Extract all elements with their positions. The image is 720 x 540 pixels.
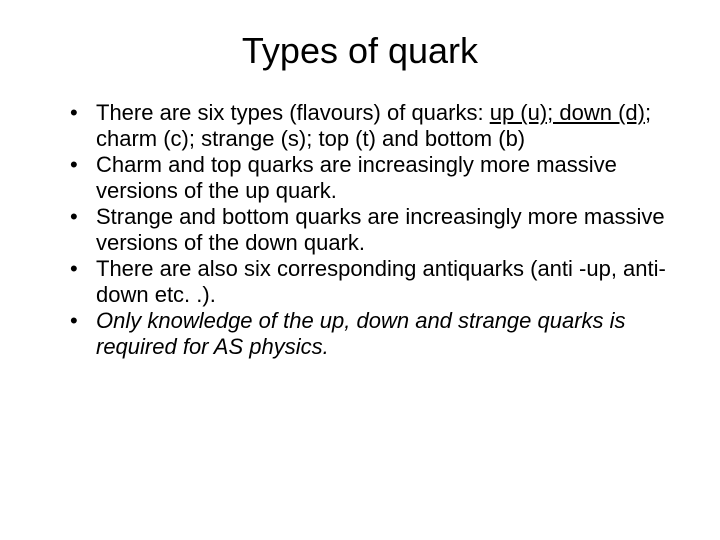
bullet-item: Strange and bottom quarks are increasing… [68,204,672,256]
bullet-text-segment: There are six types (flavours) of quarks… [96,100,490,125]
bullet-list: There are six types (flavours) of quarks… [68,100,672,360]
bullet-text-segment: Charm and top quarks are increasingly mo… [96,152,617,203]
bullet-item: There are also six corresponding antiqua… [68,256,672,308]
bullet-text-segment: There are also six corresponding antiqua… [96,256,666,307]
bullet-text-segment: Only knowledge of the up, down and stran… [96,308,626,359]
bullet-item: There are six types (flavours) of quarks… [68,100,672,152]
bullet-item: Charm and top quarks are increasingly mo… [68,152,672,204]
bullet-item: Only knowledge of the up, down and stran… [68,308,672,360]
slide-title: Types of quark [48,30,672,72]
slide: Types of quark There are six types (flav… [0,0,720,540]
bullet-text-segment: Strange and bottom quarks are increasing… [96,204,665,255]
bullet-text-segment: up (u); down (d) [490,100,645,125]
slide-body: There are six types (flavours) of quarks… [48,100,672,360]
